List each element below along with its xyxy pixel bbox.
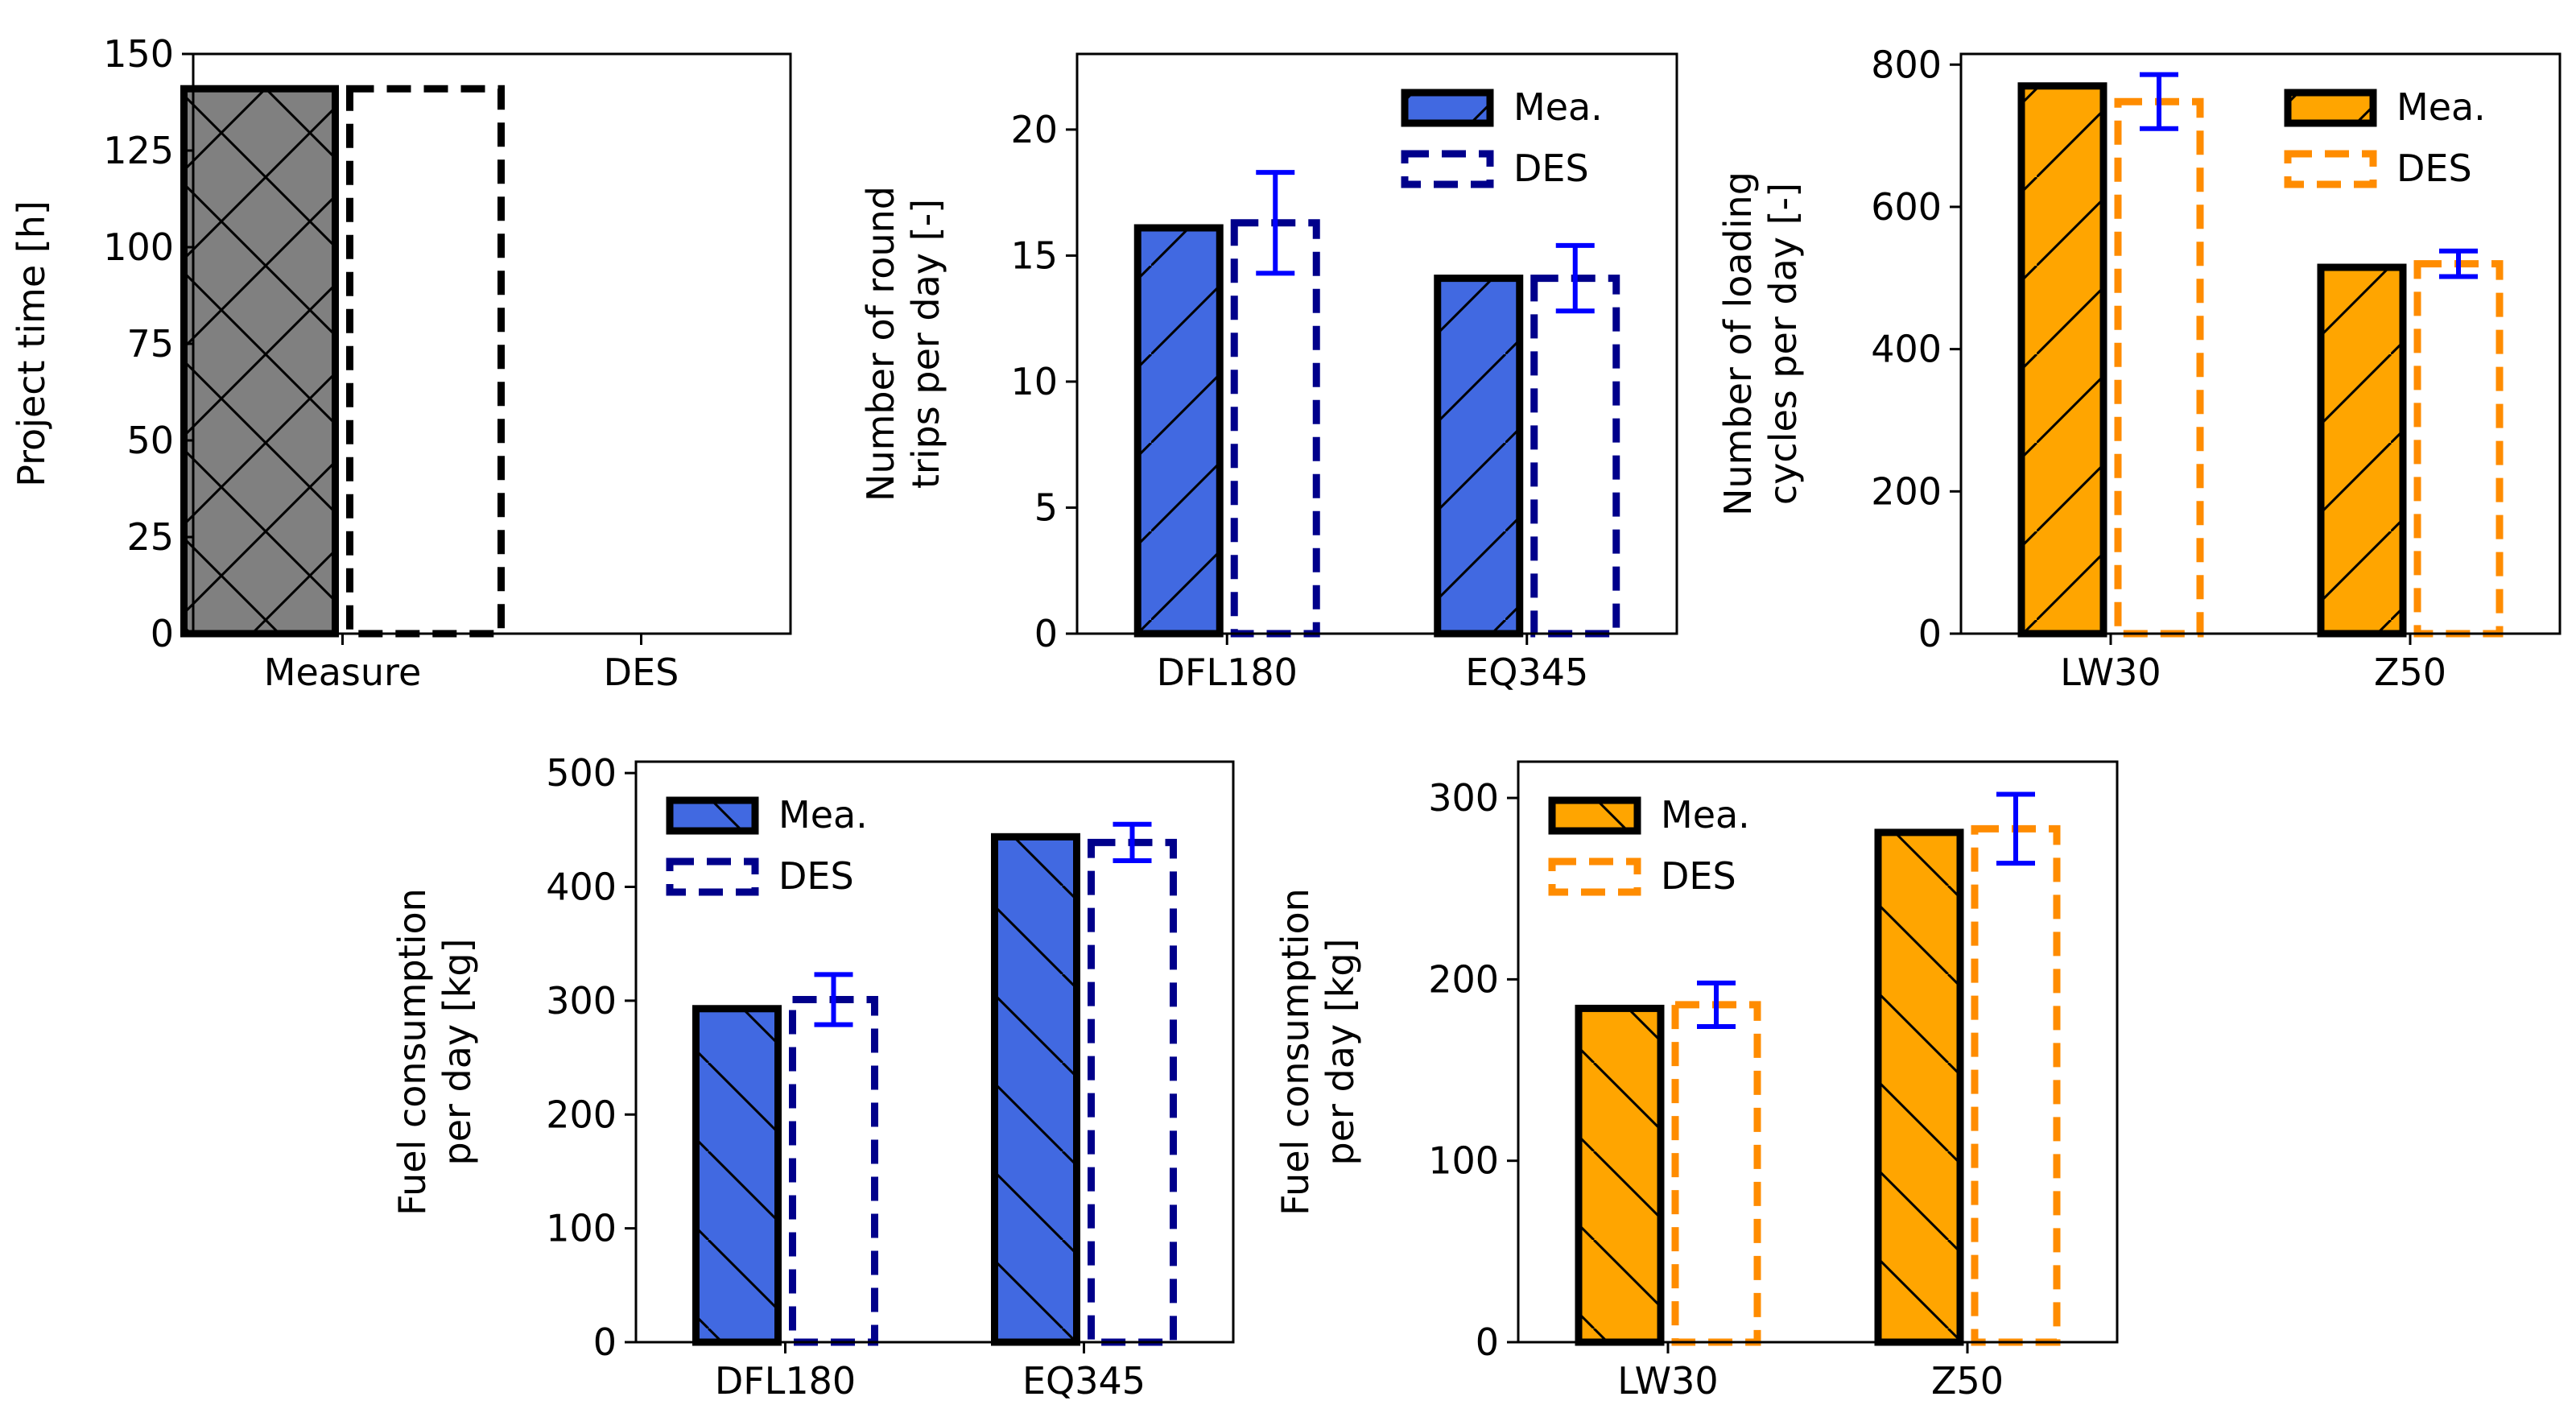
y-tick-label: 15 — [1010, 233, 1058, 277]
y-tick-label: 150 — [103, 32, 174, 76]
legend-label: Mea. — [1661, 793, 1750, 837]
x-tick-label: DFL180 — [715, 1359, 856, 1403]
x-tick-label: Z50 — [1931, 1359, 2004, 1403]
bar-des-1 — [2413, 260, 2504, 638]
bar-des-1 — [1530, 275, 1620, 638]
bar-des-0 — [2114, 97, 2204, 638]
y-tick-label: 400 — [1871, 328, 1942, 371]
y-tick-label: 25 — [126, 515, 174, 559]
y-axis-label: Fuel consumption — [1274, 888, 1317, 1216]
bar-des-0 — [789, 995, 878, 1346]
bar-hatch — [187, 92, 332, 630]
y-tick-label: 0 — [151, 612, 174, 655]
y-axis-label: Fuel consumption — [390, 888, 434, 1216]
legend-label: DES — [778, 854, 854, 898]
y-axis-label: per day [kg] — [436, 939, 479, 1166]
y-tick-label: 50 — [126, 419, 174, 462]
legend-label: DES — [1513, 147, 1589, 190]
y-axis-label: per day [kg] — [1319, 939, 1362, 1166]
chart-project-time: 0 25 50 75 100 125 150 Measure DES Project time [… — [10, 32, 792, 694]
x-tick-label: Measure — [264, 651, 422, 694]
bar-hatch — [699, 1011, 775, 1339]
y-tick-label: 600 — [1871, 185, 1942, 229]
axes-frame — [1075, 52, 1678, 635]
y-tick-label: 500 — [546, 751, 617, 795]
y-tick-label: 200 — [1871, 469, 1942, 513]
y-tick-label: 125 — [103, 129, 174, 172]
legend-swatch — [2284, 150, 2377, 188]
chart-loading-cycles: 0 200 400 600 800 LW30 Z50 Number of loading cyc… — [1716, 43, 2562, 694]
y-tick-label: 0 — [1918, 612, 1942, 655]
x-tick-label: LW30 — [2060, 651, 2161, 694]
axes-frame — [1959, 52, 2562, 635]
legend-label: DES — [2396, 147, 2472, 190]
chart-fuel-dfl-eq: 0 100 200 300 400 500 DFL180 EQ345 Fuel consumpt… — [390, 751, 1235, 1403]
y-tick-label: 300 — [1428, 776, 1499, 820]
bar-hatch — [2025, 89, 2100, 631]
bar-hatch — [1582, 1011, 1657, 1339]
bar-des-0 — [1230, 219, 1320, 638]
y-tick-label: 0 — [593, 1320, 617, 1364]
legend-label: Mea. — [778, 793, 868, 837]
legend-swatch — [666, 857, 759, 896]
axes-frame — [1517, 760, 2119, 1344]
bar-hatch — [1440, 281, 1517, 630]
chart-round-trips: 0 5 10 15 20 DFL180 EQ345 Number of round trips … — [859, 52, 1678, 694]
bar-hatch — [997, 840, 1074, 1339]
y-tick-label: 200 — [1428, 957, 1499, 1001]
legend-swatch — [1401, 150, 1494, 188]
y-tick-label: 100 — [546, 1207, 617, 1250]
x-tick-label: DES — [604, 651, 679, 694]
y-tick-label: 100 — [103, 225, 174, 269]
bar-hatch — [2324, 271, 2400, 630]
axes-frame — [634, 760, 1235, 1344]
y-axis-label: Number of loading — [1716, 171, 1760, 516]
y-axis-label: cycles per day [-] — [1761, 183, 1805, 505]
legend-swatch-hatch — [2291, 96, 2370, 120]
bar-des-0 — [346, 85, 505, 638]
y-tick-label: 400 — [546, 866, 617, 909]
y-axis-label: trips per day [-] — [904, 199, 947, 489]
legend-swatch-hatch — [1555, 804, 1634, 828]
x-tick-label: EQ345 — [1465, 651, 1588, 694]
legend-label: Mea. — [1513, 85, 1603, 129]
x-tick-label: EQ345 — [1022, 1359, 1146, 1403]
y-tick-label: 75 — [126, 322, 174, 366]
x-tick-label: LW30 — [1617, 1359, 1718, 1403]
x-tick-label: Z50 — [2374, 651, 2446, 694]
y-tick-label: 0 — [1476, 1320, 1499, 1364]
y-axis-label: Number of round — [859, 186, 902, 502]
bar-des-1 — [1088, 838, 1177, 1346]
y-tick-label: 200 — [546, 1093, 617, 1136]
y-axis-label: Project time [h] — [10, 200, 53, 487]
legend-swatch-hatch — [1408, 96, 1487, 120]
bar-hatch — [1881, 835, 1957, 1339]
y-tick-label: 5 — [1034, 486, 1058, 529]
y-tick-label: 800 — [1871, 43, 1942, 86]
y-tick-label: 0 — [1034, 612, 1058, 655]
legend-swatch — [1548, 857, 1641, 896]
y-tick-label: 10 — [1010, 360, 1058, 403]
legend-swatch-hatch — [673, 804, 752, 828]
legend-label: DES — [1661, 854, 1736, 898]
y-tick-label: 100 — [1428, 1139, 1499, 1183]
legend-label: Mea. — [2396, 85, 2486, 129]
chart-fuel-lw-z: 0 100 200 300 LW30 Z50 Fuel consumption per day… — [1274, 760, 2119, 1403]
y-tick-label: 20 — [1010, 108, 1058, 151]
bar-des-1 — [1971, 824, 2061, 1346]
x-tick-label: DFL180 — [1157, 651, 1298, 694]
y-tick-label: 300 — [546, 979, 617, 1023]
bar-hatch — [1141, 231, 1217, 630]
bar-des-0 — [1671, 1001, 1761, 1346]
